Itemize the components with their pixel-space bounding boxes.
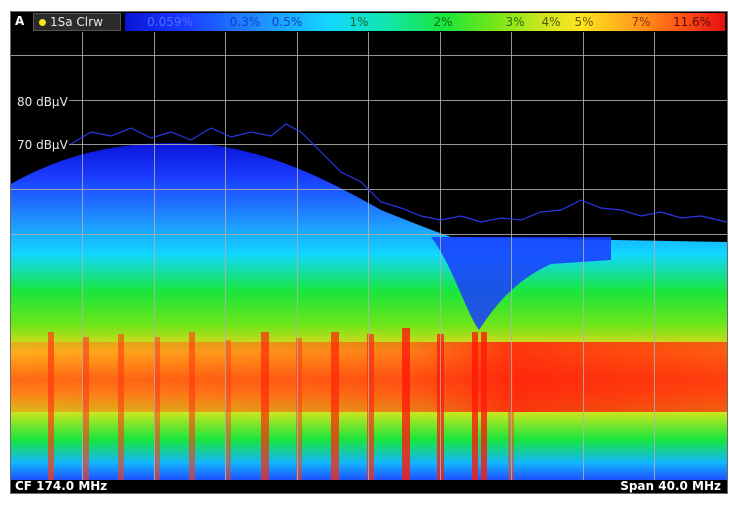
y-axis-label-80: 80 dBµV bbox=[17, 95, 68, 109]
span-label[interactable]: Span 40.0 MHz bbox=[620, 479, 721, 493]
spectral-spike bbox=[225, 340, 231, 480]
trace-indicator[interactable]: 1Sa Clrw bbox=[33, 13, 121, 31]
colorbar-label: 0.059% bbox=[147, 15, 193, 29]
persistence-spectrum-plot[interactable]: 80 dBµV 70 dBµV bbox=[11, 32, 727, 480]
spectral-spike bbox=[367, 334, 374, 480]
colorbar-label: 4% bbox=[541, 15, 561, 29]
colorbar-label: 5% bbox=[574, 15, 594, 29]
colorbar-label: 3% bbox=[505, 15, 525, 29]
colorbar-label: 7% bbox=[631, 15, 651, 29]
spectrum-window: A 1Sa Clrw 0.059% 0.3% 0.5% 1% 2% 3% 4% … bbox=[10, 11, 728, 494]
window-label[interactable]: A bbox=[15, 14, 25, 28]
spectral-spike bbox=[472, 332, 478, 480]
spectral-spike bbox=[48, 332, 54, 480]
colorbar-label: 11.6% bbox=[672, 15, 712, 29]
density-notch bbox=[431, 237, 611, 330]
spectral-spike bbox=[261, 332, 269, 480]
window-title-bar: A 1Sa Clrw 0.059% 0.3% 0.5% 1% 2% 3% 4% … bbox=[11, 12, 727, 32]
spectral-spike bbox=[402, 328, 410, 480]
trace-color-dot-icon bbox=[39, 19, 46, 26]
max-hold-trace bbox=[70, 123, 727, 223]
colorbar-label: 1% bbox=[349, 15, 369, 29]
spectral-spike bbox=[481, 332, 487, 480]
spectral-spike bbox=[189, 332, 195, 480]
spectrum-canvas bbox=[11, 32, 727, 480]
colorbar-label: 0.5% bbox=[271, 15, 303, 29]
spectral-spike bbox=[83, 337, 89, 480]
persistence-color-scale: 0.059% 0.3% 0.5% 1% 2% 3% 4% 5% 7% 11.6% bbox=[125, 13, 725, 31]
spectral-spike bbox=[296, 338, 302, 480]
trace-label: 1Sa Clrw bbox=[50, 15, 103, 29]
y-axis-label-70: 70 dBµV bbox=[17, 138, 68, 152]
center-frequency-label[interactable]: CF 174.0 MHz bbox=[15, 479, 108, 493]
colorbar-label: 2% bbox=[433, 15, 453, 29]
colorbar-label: 0.3% bbox=[229, 15, 261, 29]
status-footer: CF 174.0 MHz Span 40.0 MHz bbox=[11, 480, 727, 493]
spectral-spike bbox=[154, 337, 160, 480]
spectral-spike bbox=[118, 334, 124, 480]
spectral-spike bbox=[331, 332, 339, 480]
